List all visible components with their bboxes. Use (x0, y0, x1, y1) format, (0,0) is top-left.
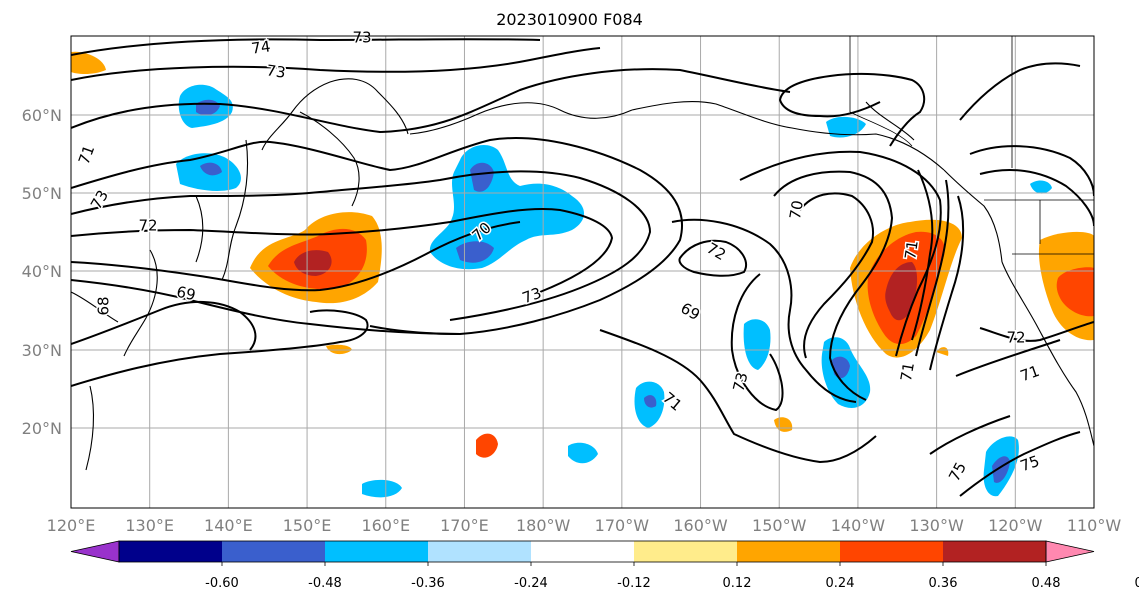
lon-tick-label: 110°W (1067, 516, 1122, 535)
lon-tick-label: 120°E (47, 516, 96, 535)
lat-tick-label: 60°N (22, 106, 62, 125)
lat-tick-label: 20°N (22, 419, 62, 438)
colorbar-tick-label: -0.48 (308, 576, 342, 591)
contour-label: 73 (520, 284, 544, 307)
contour-label: 70 (786, 199, 807, 221)
colorbar-segment (943, 541, 1047, 562)
latitude-labels: 60°N 50°N 40°N 30°N 20°N (22, 106, 62, 438)
contour-label: 69 (175, 283, 197, 305)
colorbar-segment (428, 541, 532, 562)
colorbar-segment (737, 541, 841, 562)
map-title: 2023010900 F084 (496, 10, 643, 29)
lon-tick-label: 170°E (440, 516, 489, 535)
colorbar-frame (118, 540, 1047, 563)
colorbar-tick-label: -0.60 (205, 576, 239, 591)
contour-label: 73 (265, 61, 286, 81)
contour-label: 68 (95, 296, 113, 315)
colorbar-tick-label: -0.36 (411, 576, 445, 591)
colorbar-tick-label: 0.60 (1135, 576, 1139, 591)
lon-tick-label: 130°E (125, 516, 174, 535)
lon-tick-label: 150°W (752, 516, 807, 535)
colorbar-tick-label: 0.36 (929, 576, 958, 591)
colorbar-segment (634, 541, 738, 562)
colorbar-extend-low (70, 540, 120, 563)
coastlines (71, 78, 1094, 471)
map-frame (70, 35, 1095, 509)
colorbar-tick-label: 0.12 (723, 576, 752, 591)
colorbar-segment (325, 541, 429, 562)
lon-tick-label: 180°W (516, 516, 571, 535)
contour-label: 71 (1018, 362, 1042, 385)
colorbar-segment (222, 541, 326, 562)
colorbar-segment (840, 541, 944, 562)
longitude-labels: 120°E 130°E 140°E 150°E 160°E 170°E 180°W 170°W… (47, 516, 1122, 535)
lat-tick-label: 40°N (22, 262, 62, 281)
contour-label: 75 (945, 459, 970, 484)
colorbar-extend-high (1045, 540, 1095, 563)
colorbar-tick-label: -0.12 (617, 576, 651, 591)
lon-tick-label: 140°E (204, 516, 253, 535)
lon-tick-label: 160°E (361, 516, 410, 535)
lon-tick-label: 150°E (283, 516, 332, 535)
contour-label: 72 (1006, 329, 1025, 347)
lon-tick-label: 170°W (595, 516, 650, 535)
contour-label: 71 (897, 361, 918, 383)
colorbar-tick-labels: -0.60 -0.48 -0.36 -0.24 -0.12 0.12 0.24 0.36 0.4… (205, 562, 1139, 591)
lon-tick-label: 120°W (988, 516, 1043, 535)
lat-tick-label: 30°N (22, 341, 62, 360)
contour-label: 69 (677, 299, 703, 324)
contour-label: 71 (75, 143, 98, 167)
colorbar-tick-label: 0.24 (826, 576, 855, 591)
lon-tick-label: 140°W (831, 516, 886, 535)
colorbar-tick-label: -0.24 (514, 576, 548, 591)
colorbar-tick-label: 0.48 (1032, 576, 1061, 591)
contour-label: 72 (138, 217, 157, 235)
lon-tick-label: 160°W (673, 516, 728, 535)
colorbar (70, 540, 1095, 563)
borders (849, 36, 1094, 255)
lon-tick-label: 130°W (909, 516, 964, 535)
contour-label: 71 (901, 239, 921, 260)
colorbar-segment (531, 541, 635, 562)
contour-label: 74 (250, 37, 271, 57)
colorbar-segment (119, 541, 223, 562)
lat-tick-label: 50°N (22, 184, 62, 203)
contour-label: 73 (352, 29, 371, 47)
contour-lines (71, 38, 1094, 497)
